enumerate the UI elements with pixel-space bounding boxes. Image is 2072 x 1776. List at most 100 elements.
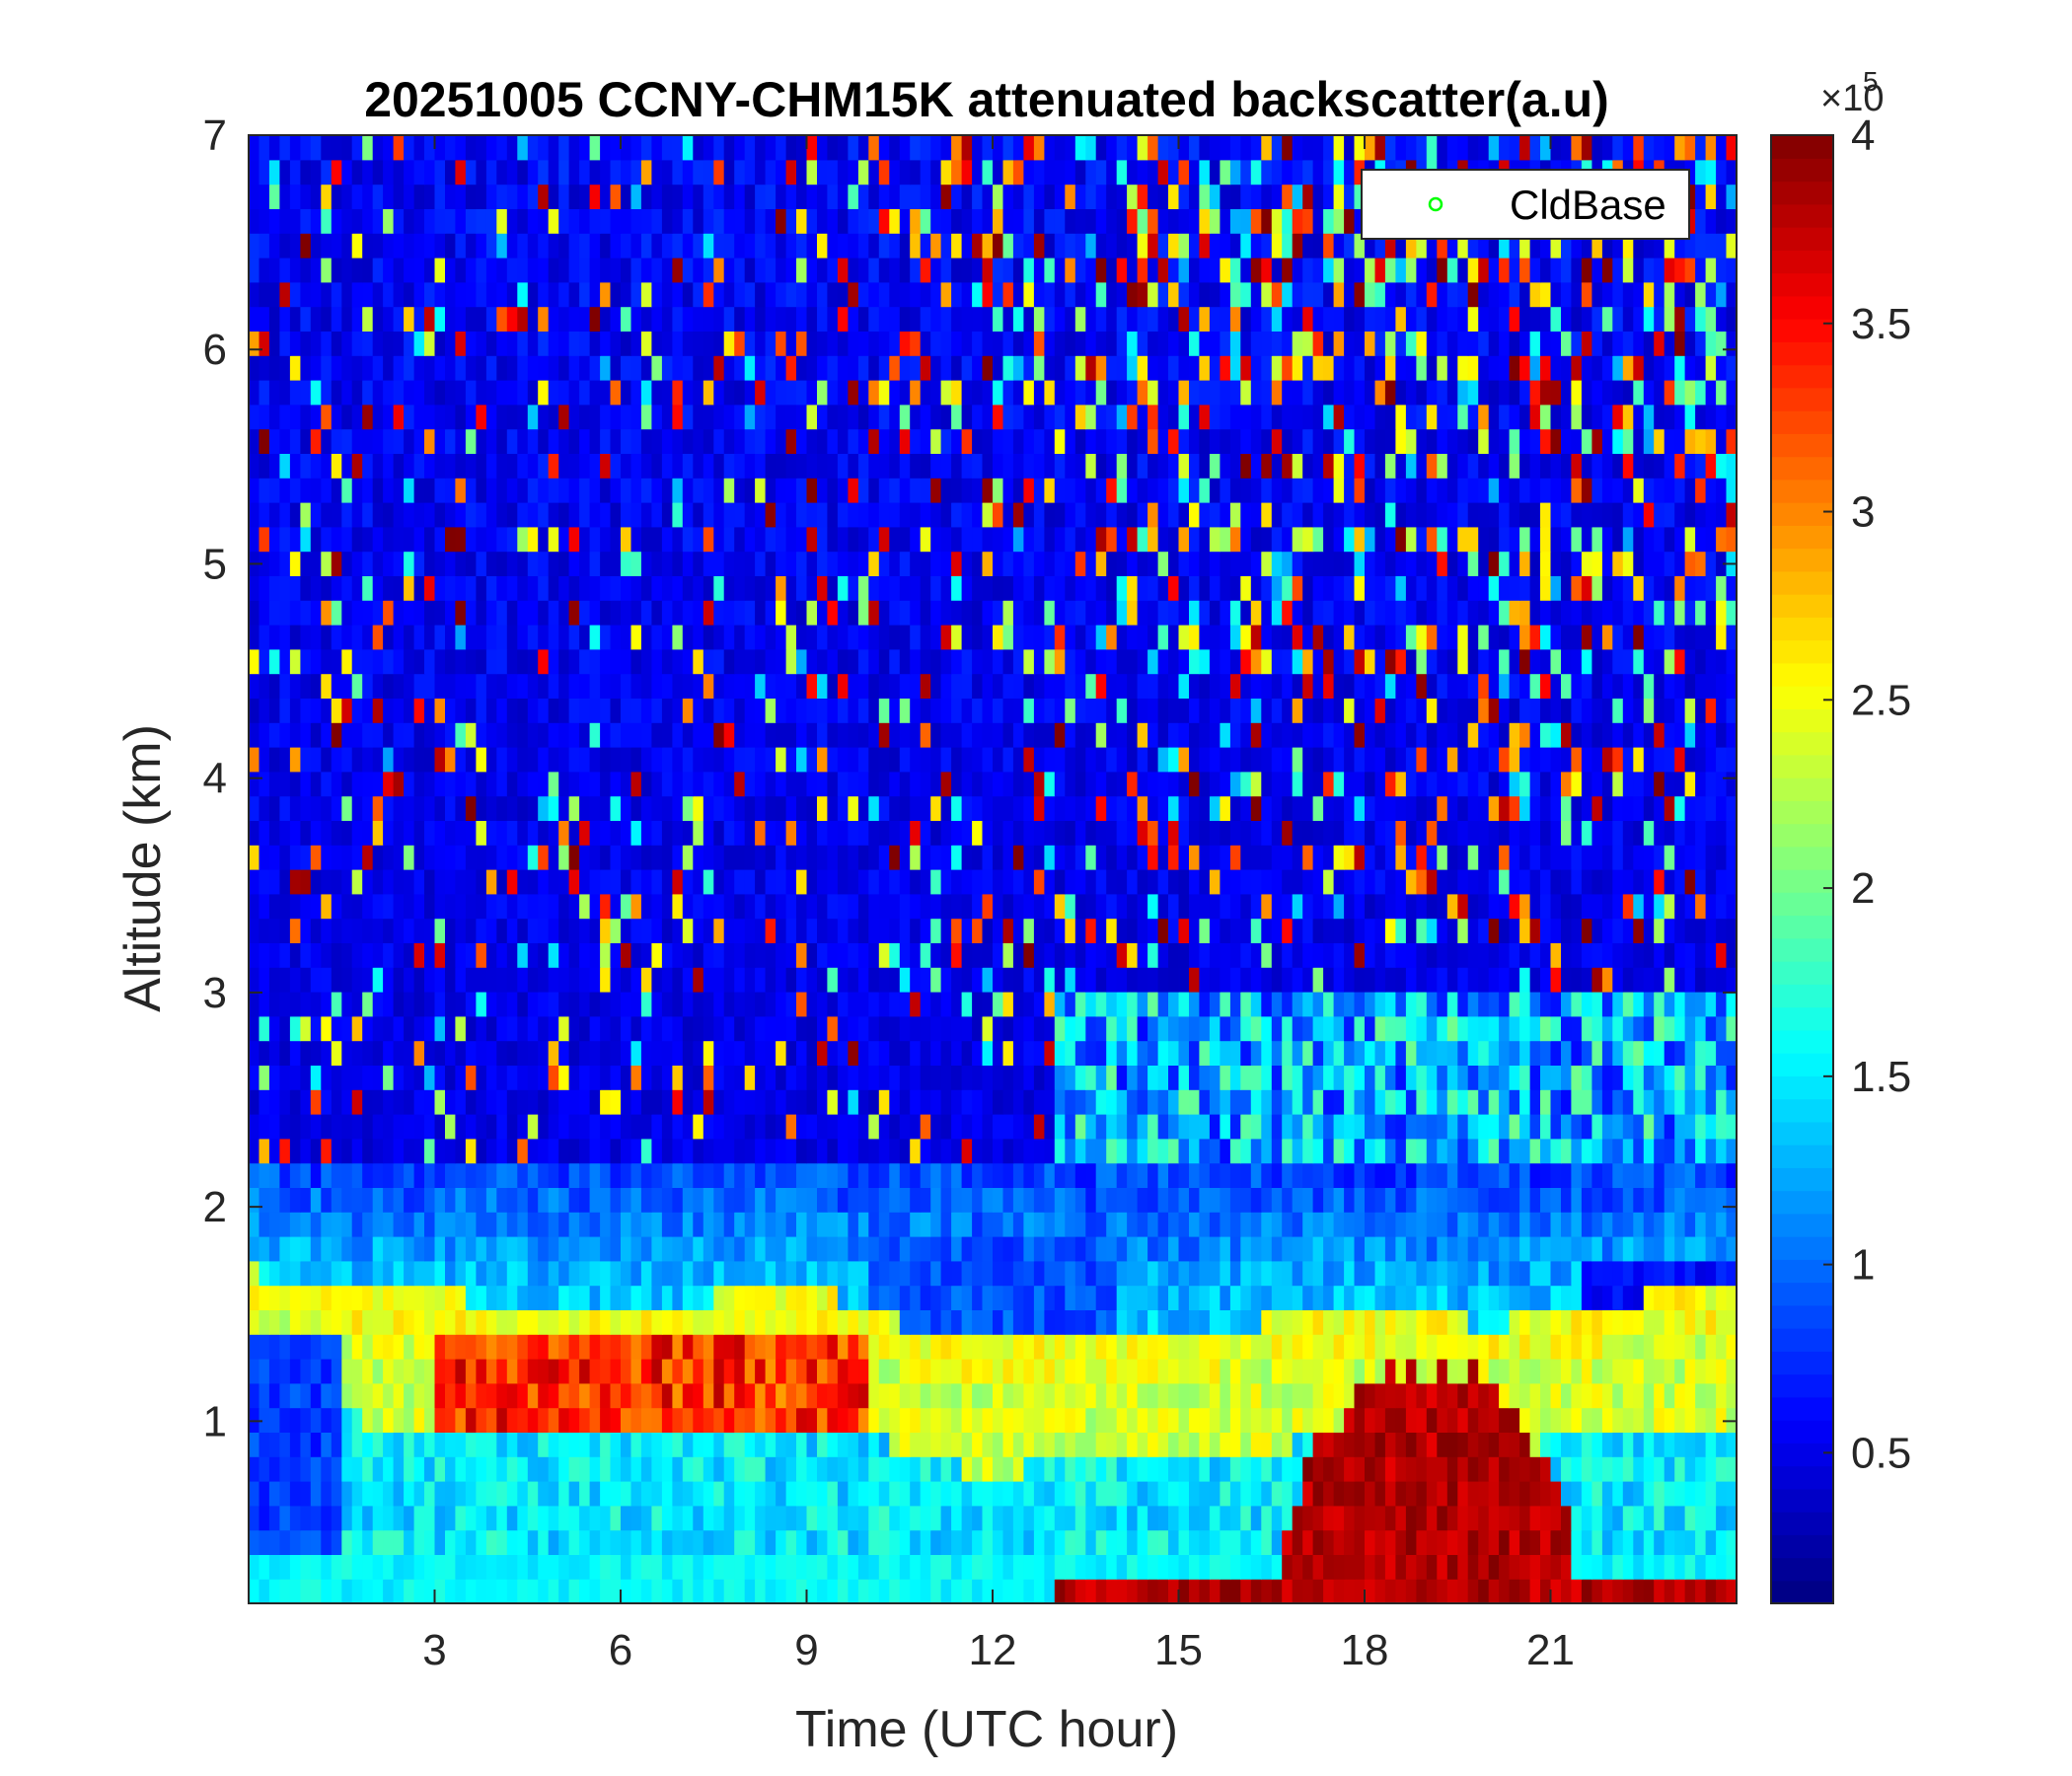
heatmap-cell bbox=[744, 1382, 756, 1409]
heatmap-cell bbox=[1446, 1554, 1458, 1580]
heatmap-cell bbox=[940, 1505, 952, 1531]
heatmap-cell bbox=[961, 918, 973, 943]
heatmap-cell bbox=[1033, 1505, 1045, 1531]
heatmap-cell bbox=[424, 942, 436, 968]
heatmap-cell bbox=[1354, 1554, 1366, 1580]
heatmap-cell bbox=[268, 967, 280, 993]
heatmap-cell bbox=[1189, 1334, 1201, 1360]
heatmap-cell bbox=[1189, 1309, 1201, 1335]
heatmap-cell bbox=[362, 1359, 374, 1384]
heatmap-cell bbox=[796, 1065, 808, 1090]
heatmap-cell bbox=[1654, 1212, 1665, 1237]
heatmap-cell bbox=[1033, 1065, 1045, 1090]
heatmap-cell bbox=[1446, 1187, 1458, 1213]
heatmap-cell bbox=[672, 1309, 684, 1335]
heatmap-cell bbox=[640, 771, 652, 797]
heatmap-cell bbox=[1116, 1554, 1128, 1580]
heatmap-cell bbox=[476, 795, 487, 821]
heatmap-cell bbox=[1240, 1505, 1252, 1531]
heatmap-cell bbox=[1684, 1432, 1696, 1457]
heatmap-cell bbox=[857, 1309, 869, 1335]
heatmap-cell bbox=[1395, 1260, 1407, 1287]
heatmap-cell bbox=[776, 992, 787, 1017]
heatmap-cell bbox=[889, 1065, 901, 1090]
heatmap-cell bbox=[1499, 1187, 1511, 1213]
heatmap-cell bbox=[1643, 771, 1655, 797]
heatmap-cell bbox=[476, 1432, 487, 1457]
heatmap-cell bbox=[744, 869, 756, 895]
heatmap-cell bbox=[465, 795, 477, 821]
heatmap-cell bbox=[445, 771, 457, 797]
heatmap-cell bbox=[465, 1040, 477, 1066]
heatmap-cell bbox=[713, 893, 725, 920]
heatmap-cell bbox=[1654, 942, 1665, 968]
heatmap-cell bbox=[1282, 942, 1294, 968]
heatmap-cell bbox=[1044, 845, 1056, 870]
heatmap-cell bbox=[600, 771, 612, 797]
heatmap-cell bbox=[424, 893, 436, 920]
heatmap-cell bbox=[1312, 1114, 1324, 1140]
heatmap-cell bbox=[1581, 845, 1592, 870]
heatmap-cell bbox=[404, 869, 415, 895]
heatmap-cell bbox=[351, 1382, 363, 1409]
heatmap-cell bbox=[796, 1040, 808, 1066]
heatmap-cell bbox=[796, 1260, 808, 1287]
heatmap-cell bbox=[1012, 795, 1024, 821]
heatmap-cell bbox=[651, 1554, 663, 1580]
heatmap-cell bbox=[1261, 1334, 1273, 1360]
heatmap-cell bbox=[1654, 918, 1665, 943]
heatmap-cell bbox=[289, 747, 301, 773]
heatmap-cell bbox=[672, 1212, 684, 1237]
heatmap-cell bbox=[506, 1260, 518, 1287]
heatmap-cell bbox=[951, 1456, 963, 1482]
heatmap-cell bbox=[589, 942, 601, 968]
heatmap-cell bbox=[723, 747, 735, 773]
heatmap-cell bbox=[621, 1015, 632, 1042]
heatmap-cell bbox=[1643, 1481, 1655, 1507]
heatmap-cell bbox=[506, 1089, 518, 1115]
heatmap-cell bbox=[1074, 893, 1086, 920]
heatmap-cell bbox=[1240, 1309, 1252, 1335]
heatmap-cell bbox=[776, 1554, 787, 1580]
heatmap-cell bbox=[868, 1162, 880, 1188]
heatmap-cell bbox=[289, 1382, 301, 1409]
heatmap-cell bbox=[1633, 942, 1645, 968]
heatmap-cell bbox=[1012, 1162, 1024, 1188]
heatmap-cell bbox=[1323, 795, 1335, 821]
heatmap-cell bbox=[538, 942, 550, 968]
heatmap-cell bbox=[1074, 1089, 1086, 1115]
heatmap-cell bbox=[930, 1529, 942, 1555]
heatmap-cell bbox=[558, 1212, 570, 1237]
heatmap-cell bbox=[1695, 1579, 1707, 1604]
heatmap-cell bbox=[703, 918, 714, 943]
heatmap-cell bbox=[982, 992, 994, 1017]
heatmap-cell bbox=[1467, 1212, 1479, 1237]
heatmap-cell bbox=[693, 747, 704, 773]
heatmap-cell bbox=[1405, 1065, 1417, 1090]
heatmap-cell bbox=[538, 1579, 550, 1604]
heatmap-cell bbox=[506, 942, 518, 968]
heatmap-cell bbox=[868, 1456, 880, 1482]
heatmap-cell bbox=[993, 1236, 1004, 1262]
heatmap-cell bbox=[1229, 1236, 1241, 1262]
heatmap-cell bbox=[651, 1114, 663, 1140]
heatmap-cell bbox=[1168, 1579, 1180, 1604]
heatmap-cell bbox=[1426, 1260, 1438, 1287]
heatmap-cell bbox=[610, 992, 622, 1017]
heatmap-cell bbox=[878, 992, 890, 1017]
heatmap-cell bbox=[961, 1432, 973, 1457]
heatmap-cell bbox=[1302, 771, 1314, 797]
heatmap-cell bbox=[1168, 1040, 1180, 1066]
heatmap-cell bbox=[476, 869, 487, 895]
heatmap-cell bbox=[621, 771, 632, 797]
heatmap-cell bbox=[1323, 820, 1335, 846]
heatmap-cell bbox=[1529, 795, 1541, 821]
heatmap-cell bbox=[434, 1285, 446, 1310]
heatmap-cell bbox=[300, 1529, 312, 1555]
heatmap-cell bbox=[279, 1309, 291, 1335]
heatmap-cell bbox=[424, 771, 436, 797]
heatmap-cell bbox=[1240, 1187, 1252, 1213]
heatmap-cell bbox=[321, 1015, 333, 1042]
heatmap-cell bbox=[1261, 771, 1273, 797]
heatmap-cell bbox=[1405, 1114, 1417, 1140]
